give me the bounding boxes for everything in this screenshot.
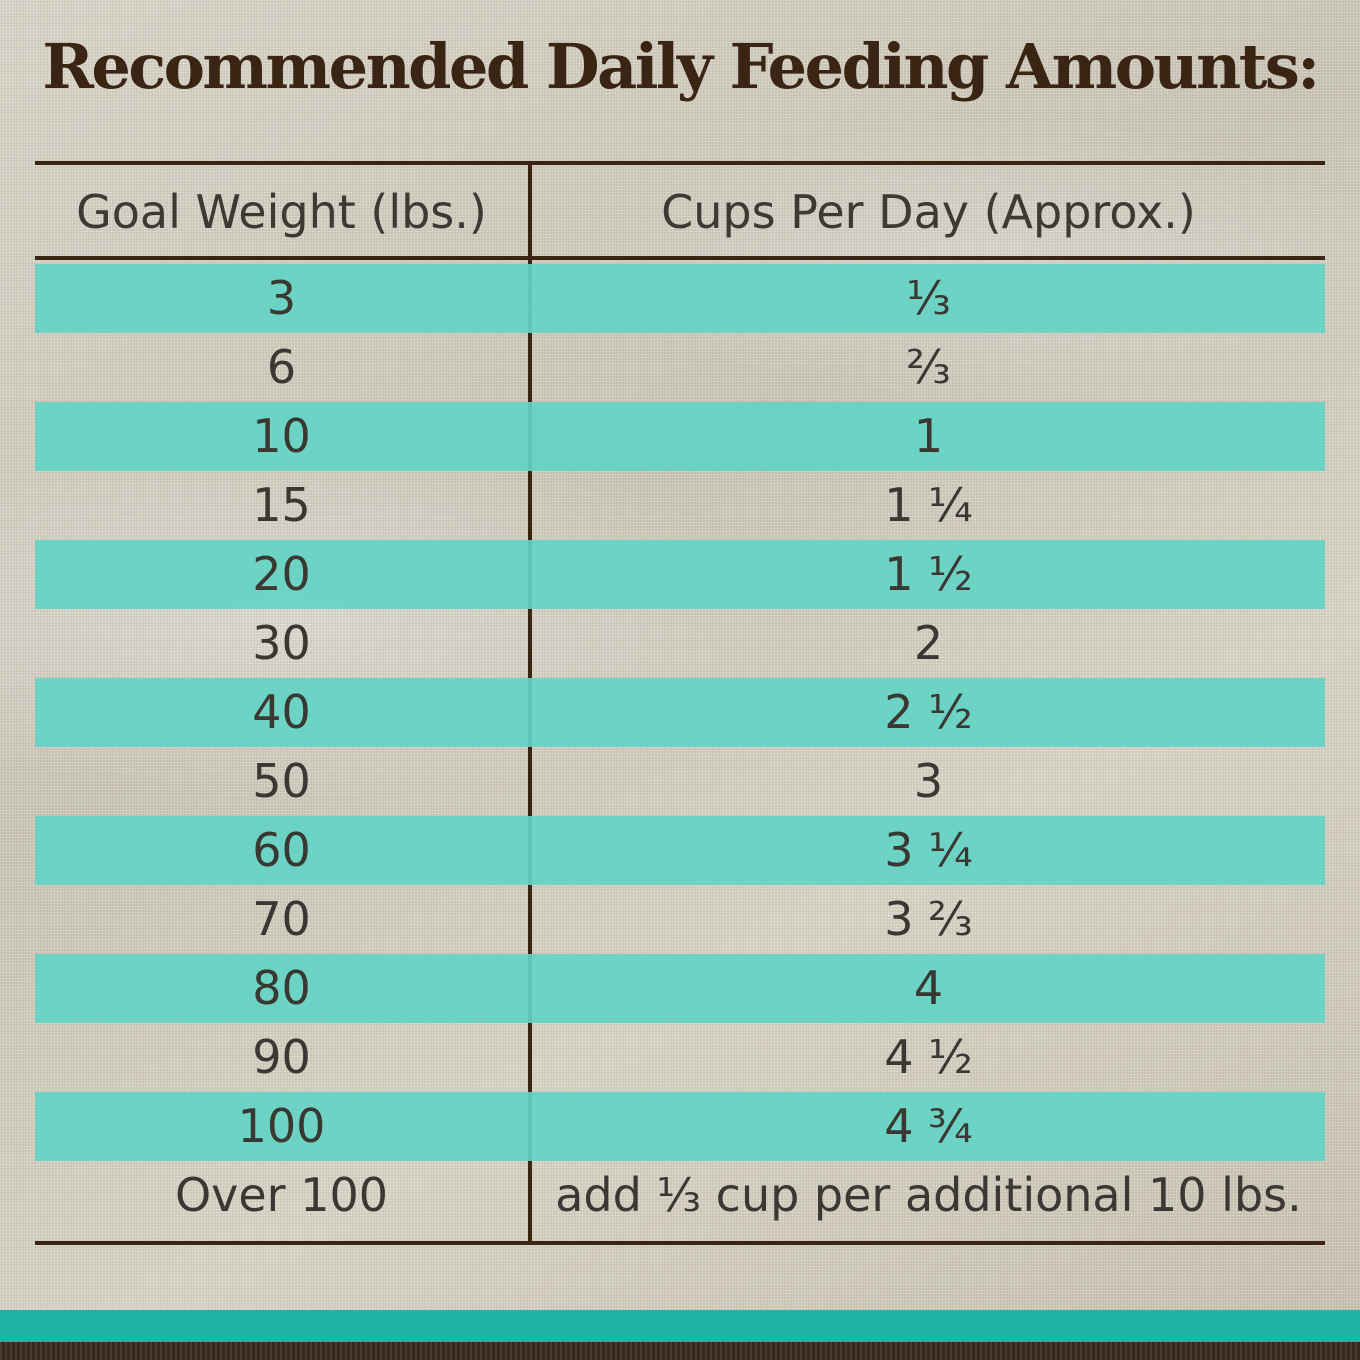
cups-cell: add ⅓ cup per additional 10 lbs. <box>555 1168 1302 1222</box>
table-row: 100 4 ¾ <box>35 1092 1325 1161</box>
table-header-rule <box>35 256 1325 260</box>
footer-teal-band <box>0 1310 1360 1342</box>
table-row: 6 ⅔ <box>35 333 1325 402</box>
weight-cell: 50 <box>252 754 311 808</box>
cups-cell: 1 ½ <box>884 547 973 601</box>
weight-cell: 30 <box>252 616 311 670</box>
cups-cell: ⅔ <box>906 340 951 394</box>
page-title: Recommended Daily Feeding Amounts: <box>42 30 1320 103</box>
cups-cell: 3 <box>913 754 944 808</box>
weight-cell: 6 <box>266 340 297 394</box>
cups-cell: 1 ¼ <box>884 478 973 532</box>
header-cups-per-day: Cups Per Day (Approx.) <box>661 185 1196 239</box>
table-row: 70 3 ⅔ <box>35 885 1325 954</box>
table-row: 30 2 <box>35 609 1325 678</box>
weight-cell: 10 <box>252 409 311 463</box>
cups-cell: 4 ½ <box>884 1030 973 1084</box>
table-row: 15 1 ¼ <box>35 471 1325 540</box>
cups-cell: 3 ⅔ <box>884 892 973 946</box>
table-row: Over 100 add ⅓ cup per additional 10 lbs… <box>35 1161 1325 1230</box>
table-row: 90 4 ½ <box>35 1023 1325 1092</box>
cups-cell: ⅓ <box>906 271 951 325</box>
cups-cell: 2 <box>913 616 944 670</box>
table-row: 40 2 ½ <box>35 678 1325 747</box>
footer-soil-strip <box>0 1342 1360 1360</box>
cups-cell: 4 ¾ <box>884 1099 973 1153</box>
cups-cell: 2 ½ <box>884 685 973 739</box>
cups-cell: 3 ¼ <box>884 823 973 877</box>
weight-cell: 40 <box>252 685 311 739</box>
weight-cell: 20 <box>252 547 311 601</box>
cups-cell: 1 <box>913 409 944 463</box>
table-row: 60 3 ¼ <box>35 816 1325 885</box>
table-bottom-rule <box>35 1241 1325 1245</box>
table-row: 3 ⅓ <box>35 264 1325 333</box>
cups-cell: 4 <box>913 961 944 1015</box>
weight-cell: 90 <box>252 1030 311 1084</box>
weight-cell: 60 <box>252 823 311 877</box>
weight-cell: 80 <box>252 961 311 1015</box>
table-row: 80 4 <box>35 954 1325 1023</box>
header-goal-weight: Goal Weight (lbs.) <box>76 185 487 239</box>
table-top-rule <box>35 161 1325 165</box>
table-row: 20 1 ½ <box>35 540 1325 609</box>
weight-cell: Over 100 <box>174 1168 389 1222</box>
weight-cell: 100 <box>237 1099 326 1153</box>
table-row: 50 3 <box>35 747 1325 816</box>
weight-cell: 15 <box>252 478 311 532</box>
weight-cell: 3 <box>266 271 297 325</box>
weight-cell: 70 <box>252 892 311 946</box>
table-row: 10 1 <box>35 402 1325 471</box>
